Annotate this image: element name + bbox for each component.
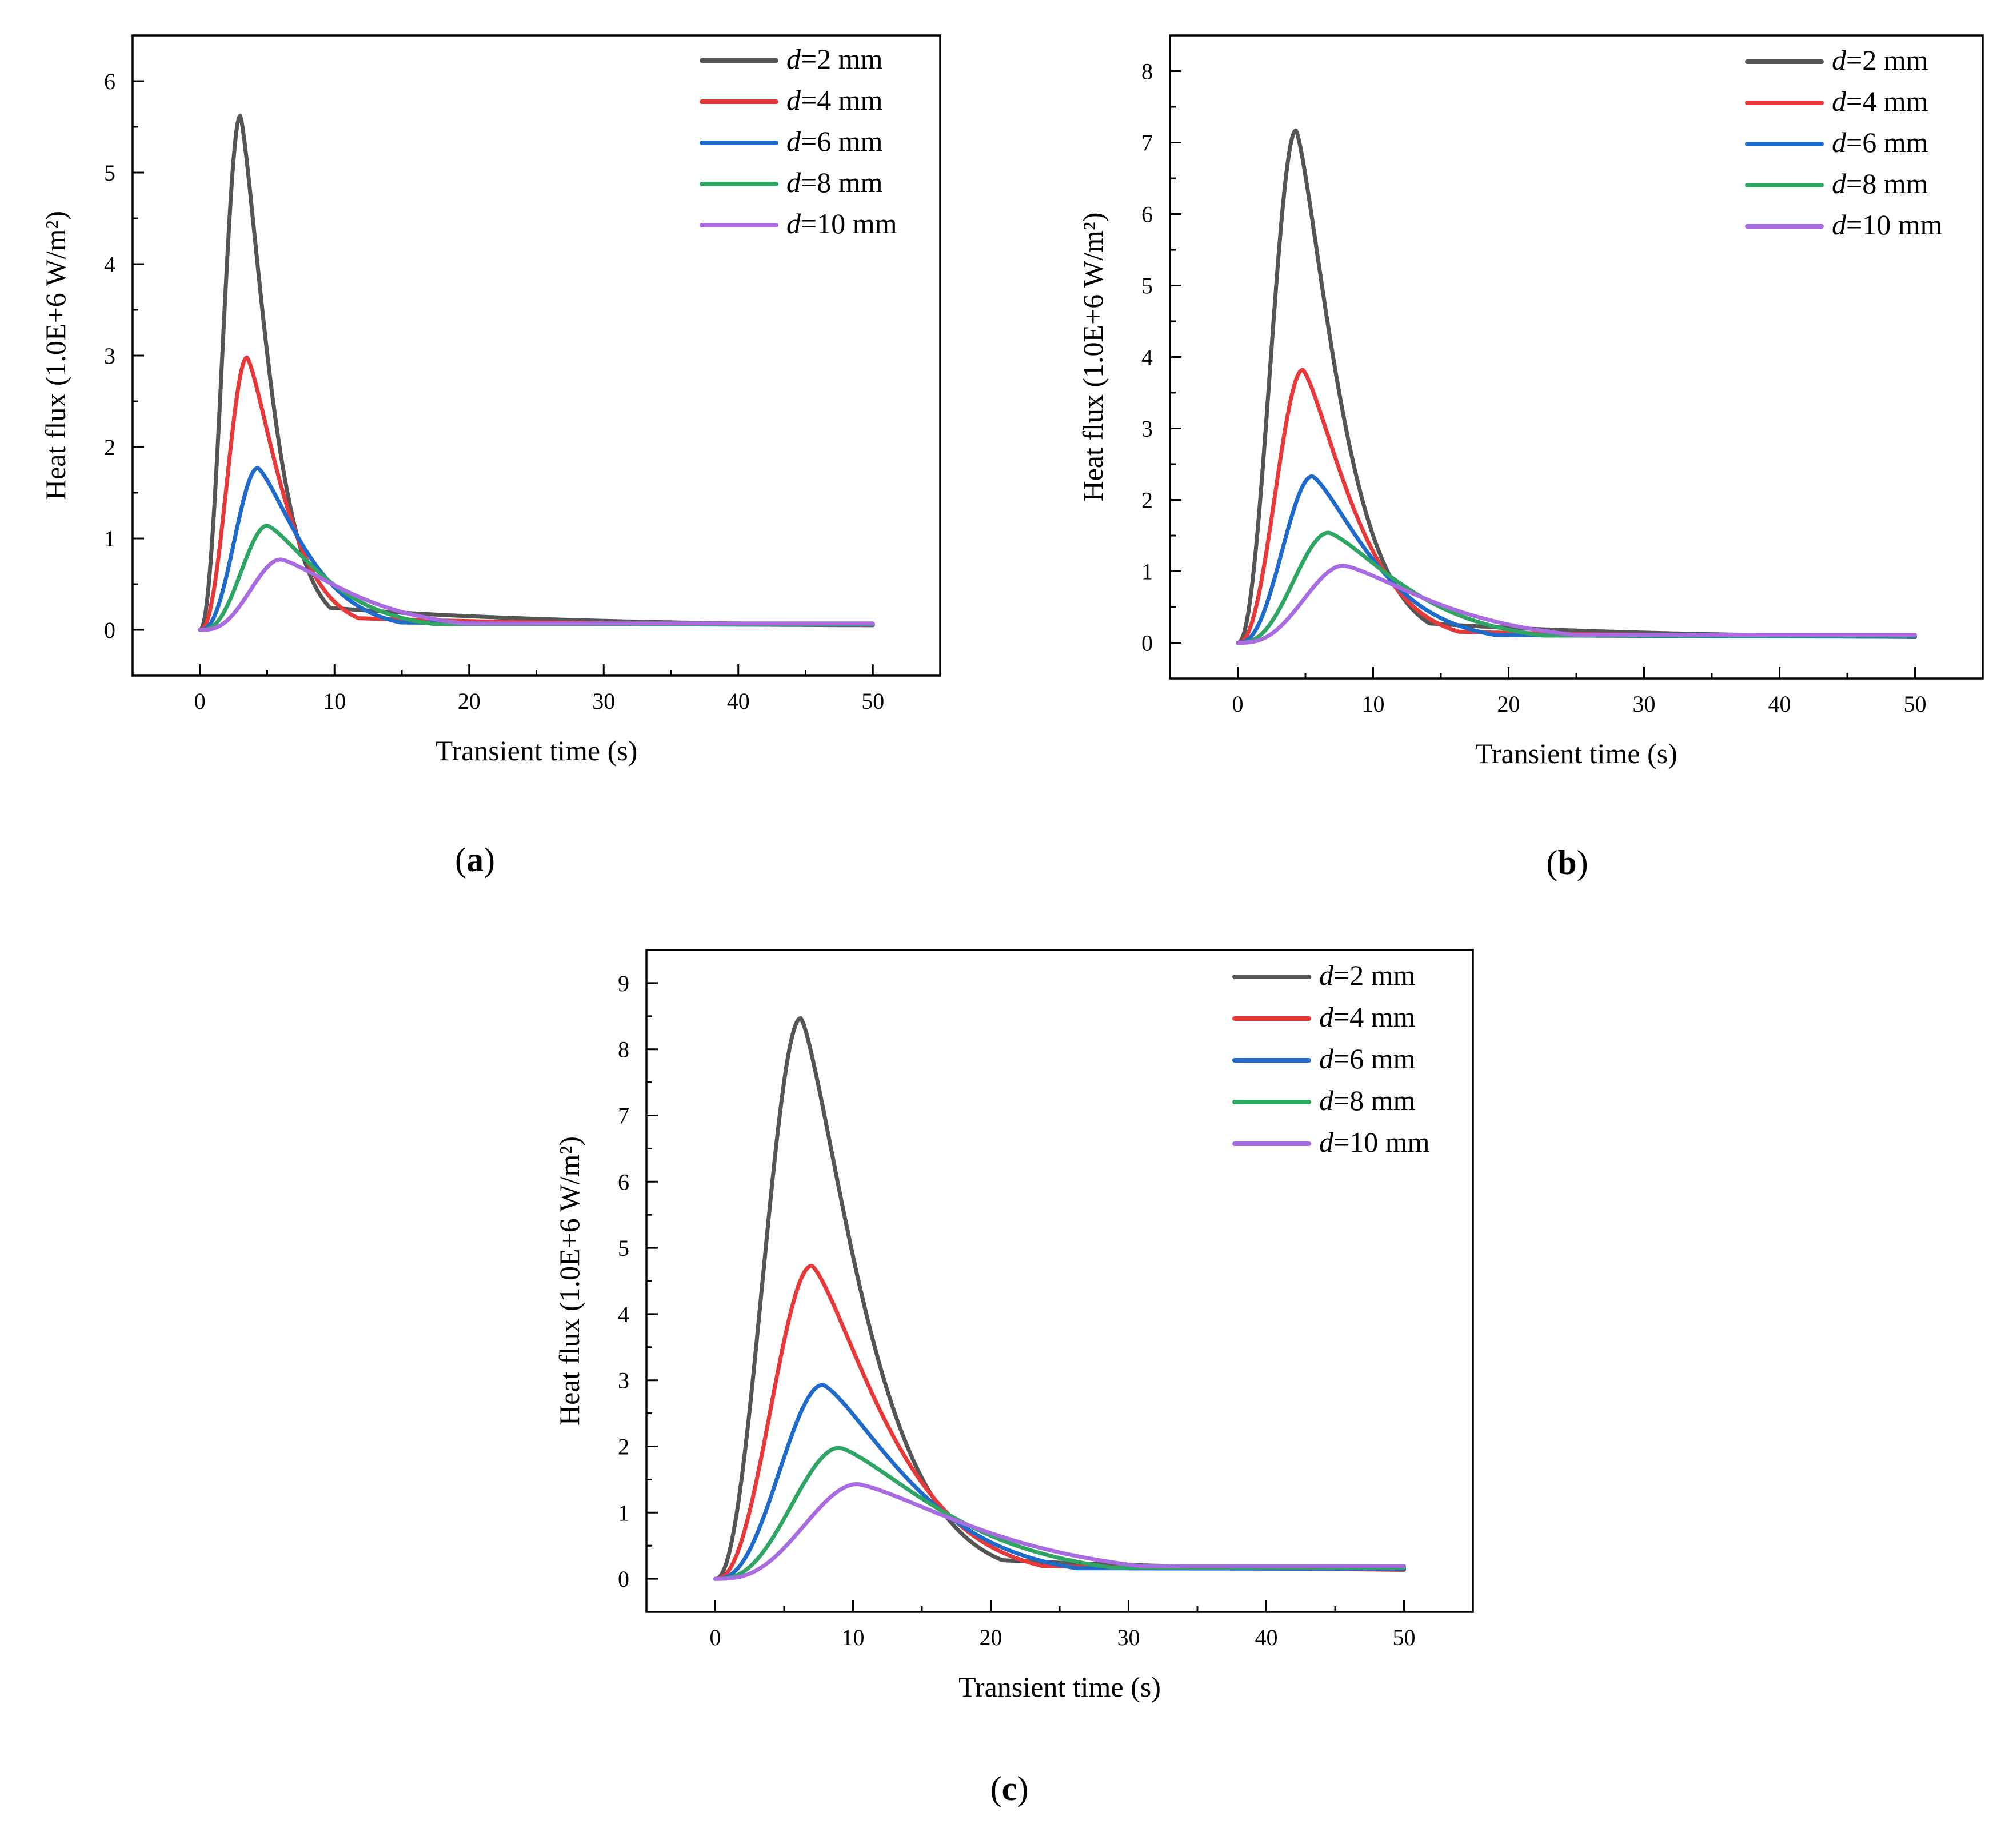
y-tick-label-c-3: 3 [618, 1368, 629, 1394]
y-axis-title-b: Heat flux (1.0E+6 W/m²) [1077, 212, 1109, 501]
y-tick-label-b-5: 5 [1141, 273, 1153, 299]
y-tick-label-c-0: 0 [618, 1566, 629, 1592]
legend-label-c-2: d=6 mm [1319, 1043, 1416, 1075]
series-line-b-1 [1236, 368, 1917, 645]
y-tick-label-a-6: 6 [104, 69, 115, 94]
series-line-c-1 [713, 1263, 1406, 1581]
y-tick-label-b-0: 0 [1141, 630, 1153, 656]
x-tick-label-b-0: 0 [1232, 691, 1244, 717]
panel-c: 0 10 20 30 40 50 0 1 2 3 4 5 6 7 8 9 Transient time (s) H… [514, 926, 1543, 1841]
chart-b: 0 10 20 30 40 50 0 1 2 3 4 5 6 7 8 Transient time (s) He… [1077, 34, 1984, 769]
series-line-c-3 [713, 1446, 1406, 1581]
y-tick-label-a-5: 5 [104, 160, 115, 186]
y-tick-label-c-4: 4 [618, 1302, 629, 1327]
x-tick-label-b-5: 50 [1904, 691, 1927, 717]
x-tick-label-a-0: 0 [194, 688, 206, 714]
y-tick-label-a-4: 4 [104, 252, 115, 277]
y-tick-label-a-0: 0 [104, 617, 115, 643]
x-tick-label-b-2: 20 [1497, 691, 1520, 717]
series-line-b-4 [1236, 564, 1917, 645]
legend-label-a-0: d=2 mm [786, 43, 883, 75]
series-line-b-2 [1236, 474, 1917, 645]
legend-label-a-3: d=8 mm [786, 166, 883, 198]
x-tick-label-c-5: 50 [1393, 1625, 1416, 1650]
panel-label-c: (c) [990, 1770, 1029, 1807]
series-line-a-4 [198, 557, 875, 632]
chart-c: 0 10 20 30 40 50 0 1 2 3 4 5 6 7 8 9 Transient time (s) H… [553, 949, 1474, 1703]
legend-label-b-3: d=8 mm [1832, 167, 1928, 199]
chart-a: 0 10 20 30 40 50 0 1 2 3 4 5 6 Transient time (s) Heat… [39, 34, 941, 767]
legend-label-c-1: d=4 mm [1319, 1001, 1416, 1033]
x-tick-label-a-2: 20 [458, 688, 481, 714]
legend-label-c-3: d=8 mm [1319, 1084, 1416, 1116]
legend-label-a-1: d=4 mm [786, 84, 883, 116]
x-tick-label-c-1: 10 [842, 1625, 865, 1650]
x-axis-title-a: Transient time (s) [436, 735, 638, 767]
legend-label-b-2: d=6 mm [1832, 126, 1928, 158]
legend-label-a-4: d=10 mm [786, 207, 897, 240]
legend-label-b-1: d=4 mm [1832, 85, 1928, 117]
legend-c: d=2 mm d=4 mm d=6 mm d=8 mm d=10 mm [1232, 959, 1430, 1158]
x-tick-label-c-0: 0 [710, 1625, 721, 1650]
series-line-c-2 [713, 1383, 1406, 1581]
y-tick-label-a-1: 1 [104, 526, 115, 552]
y-tick-label-c-5: 5 [618, 1235, 629, 1261]
y-tick-label-c-7: 7 [618, 1103, 629, 1129]
x-tick-label-b-3: 30 [1633, 691, 1656, 717]
legend-label-a-2: d=6 mm [786, 125, 883, 157]
x-tick-label-a-3: 30 [592, 688, 615, 714]
y-tick-label-c-8: 8 [618, 1037, 629, 1063]
y-tick-label-b-4: 4 [1141, 345, 1153, 370]
y-tick-label-a-3: 3 [104, 343, 115, 369]
x-axis-title-c: Transient time (s) [958, 1671, 1161, 1703]
y-axis-title-a: Heat flux (1.0E+6 W/m²) [39, 211, 71, 500]
panel-b: 0 10 20 30 40 50 0 1 2 3 4 5 6 7 8 Transient time (s) He… [1004, 0, 2009, 915]
x-tick-label-b-4: 40 [1768, 691, 1791, 717]
y-tick-label-c-6: 6 [618, 1169, 629, 1195]
y-tick-label-b-3: 3 [1141, 416, 1153, 442]
y-tick-label-b-6: 6 [1141, 202, 1153, 227]
legend-label-b-4: d=10 mm [1832, 209, 1943, 241]
y-axis-title-c: Heat flux (1.0E+6 W/m²) [553, 1136, 585, 1426]
legend-label-c-0: d=2 mm [1319, 959, 1416, 991]
x-tick-label-a-1: 10 [323, 688, 346, 714]
y-tick-label-b-2: 2 [1141, 488, 1153, 513]
legend-b: d=2 mm d=4 mm d=6 mm d=8 mm d=10 mm [1745, 44, 1943, 241]
y-tick-label-b-7: 7 [1141, 130, 1153, 156]
x-tick-label-c-4: 40 [1255, 1625, 1278, 1650]
x-tick-label-a-5: 50 [861, 688, 884, 714]
legend-a: d=2 mm d=4 mm d=6 mm d=8 mm d=10 mm [700, 43, 897, 240]
x-axis-title-b: Transient time (s) [1475, 737, 1678, 769]
panel-a: 0 10 20 30 40 50 0 1 2 3 4 5 6 Transient time (s) Heat… [0, 0, 972, 915]
x-tick-label-c-2: 20 [980, 1625, 1002, 1650]
panel-label-b: (b) [1546, 844, 1588, 881]
legend-label-b-0: d=2 mm [1832, 44, 1928, 76]
y-tick-label-c-2: 2 [618, 1434, 629, 1460]
x-tick-label-c-3: 30 [1117, 1625, 1140, 1650]
y-tick-label-c-9: 9 [618, 971, 629, 996]
x-tick-label-b-1: 10 [1362, 691, 1385, 717]
series-line-c-4 [713, 1482, 1406, 1581]
y-tick-label-a-2: 2 [104, 434, 115, 460]
y-tick-label-c-1: 1 [618, 1500, 629, 1526]
series-line-a-1 [198, 355, 875, 632]
series-line-b-3 [1236, 530, 1917, 645]
legend-label-c-4: d=10 mm [1319, 1126, 1430, 1158]
panel-label-a: (a) [455, 841, 495, 879]
y-tick-label-b-1: 1 [1141, 559, 1153, 585]
x-tick-label-a-4: 40 [727, 688, 750, 714]
y-tick-label-b-8: 8 [1141, 59, 1153, 85]
